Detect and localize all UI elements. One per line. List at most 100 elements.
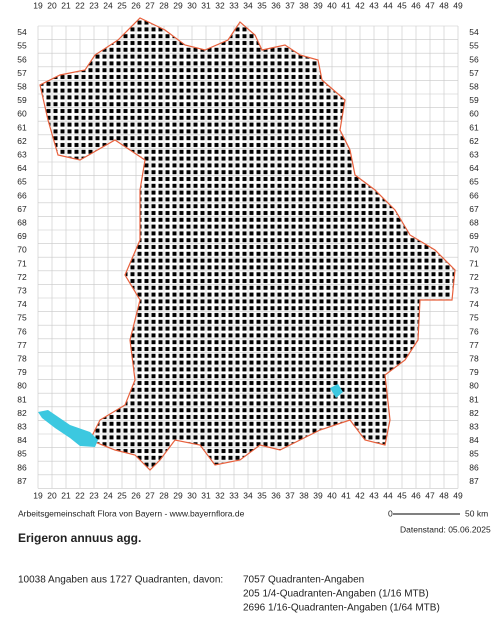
- state-border: [39, 17, 456, 471]
- row-label: 57: [17, 68, 27, 78]
- column-label: 29: [173, 0, 183, 10]
- column-label: 36: [271, 0, 281, 10]
- row-label: 79: [17, 367, 27, 377]
- row-label: 78: [17, 353, 27, 363]
- row-label: 55: [17, 41, 27, 51]
- row-label: 84: [17, 435, 27, 445]
- column-label: 35: [257, 0, 267, 10]
- row-label: 74: [17, 299, 27, 309]
- species-name: Erigeron annuus agg.: [18, 531, 141, 545]
- row-label: 86: [469, 462, 479, 472]
- row-label: 81: [469, 394, 479, 404]
- row-label: 62: [17, 136, 27, 146]
- row-label: 70: [17, 245, 27, 255]
- column-label: 48: [439, 0, 449, 10]
- column-label: 20: [47, 0, 57, 10]
- row-label: 59: [469, 95, 479, 105]
- row-label: 72: [469, 272, 479, 282]
- summary-line: 2696 1/16-Quadranten-Angaben (1/64 MTB): [243, 603, 440, 614]
- row-label: 61: [469, 122, 479, 132]
- column-label: 40: [327, 0, 337, 10]
- column-label: 32: [215, 0, 225, 10]
- row-label: 64: [17, 163, 27, 173]
- column-label: 45: [397, 0, 407, 10]
- row-label: 65: [17, 177, 27, 187]
- column-label: 44: [383, 0, 393, 10]
- row-label: 74: [469, 299, 479, 309]
- row-label: 80: [469, 381, 479, 391]
- row-label: 59: [17, 95, 27, 105]
- row-label: 82: [469, 408, 479, 418]
- column-label: 44: [383, 491, 393, 501]
- row-label: 58: [469, 81, 479, 91]
- row-label: 80: [17, 381, 27, 391]
- column-label: 43: [369, 491, 379, 501]
- summary-total: 10038 Angaben aus 1727 Quadranten, davon…: [18, 575, 223, 586]
- column-label: 42: [355, 0, 365, 10]
- column-label: 42: [355, 491, 365, 501]
- source: Arbeitsgemeinschaft Flora von Bayern - w…: [18, 508, 245, 518]
- row-label: 56: [469, 54, 479, 64]
- row-label: 73: [17, 285, 27, 295]
- column-label: 46: [411, 0, 421, 10]
- row-label: 58: [17, 81, 27, 91]
- column-label: 22: [75, 0, 85, 10]
- column-label: 20: [47, 491, 57, 501]
- column-label: 29: [173, 491, 183, 501]
- data-date: Datenstand: 05.06.2025: [400, 524, 491, 534]
- row-label: 66: [469, 190, 479, 200]
- row-label: 70: [469, 245, 479, 255]
- row-label: 60: [17, 109, 27, 119]
- row-label: 69: [469, 231, 479, 241]
- row-label: 83: [469, 421, 479, 431]
- column-label: 37: [285, 0, 295, 10]
- row-label: 76: [17, 326, 27, 336]
- row-label: 81: [17, 394, 27, 404]
- row-label: 62: [469, 136, 479, 146]
- column-label: 43: [369, 0, 379, 10]
- row-label: 67: [17, 204, 27, 214]
- row-label: 84: [469, 435, 479, 445]
- column-label: 39: [313, 0, 323, 10]
- row-label: 73: [469, 285, 479, 295]
- row-label: 83: [17, 421, 27, 431]
- column-label: 27: [145, 491, 155, 501]
- summary-line: 205 1/4-Quadranten-Angaben (1/16 MTB): [243, 589, 429, 600]
- summary-line: 7057 Quadranten-Angaben: [243, 575, 364, 586]
- column-label: 25: [117, 491, 127, 501]
- row-label: 71: [17, 258, 27, 268]
- column-label: 37: [285, 491, 295, 501]
- row-label: 76: [469, 326, 479, 336]
- row-label: 79: [469, 367, 479, 377]
- column-label: 28: [159, 0, 169, 10]
- column-label: 32: [215, 491, 225, 501]
- column-label: 34: [243, 0, 253, 10]
- row-label: 66: [17, 190, 27, 200]
- column-label: 27: [145, 0, 155, 10]
- column-label: 36: [271, 491, 281, 501]
- column-label: 23: [89, 0, 99, 10]
- column-label: 24: [103, 0, 113, 10]
- column-label: 38: [299, 491, 309, 501]
- column-label: 26: [131, 491, 141, 501]
- column-label: 47: [425, 0, 435, 10]
- column-label: 25: [117, 0, 127, 10]
- row-label: 60: [469, 109, 479, 119]
- column-label: 19: [33, 0, 43, 10]
- column-label: 47: [425, 491, 435, 501]
- column-label: 33: [229, 0, 239, 10]
- lake: [38, 410, 98, 447]
- column-label: 48: [439, 491, 449, 501]
- row-label: 82: [17, 408, 27, 418]
- column-label: 21: [61, 0, 71, 10]
- row-label: 63: [17, 149, 27, 159]
- column-label: 39: [313, 491, 323, 501]
- row-label: 87: [469, 476, 479, 486]
- column-label: 33: [229, 491, 239, 501]
- row-label: 86: [17, 462, 27, 472]
- row-label: 68: [17, 217, 27, 227]
- row-label: 77: [17, 340, 27, 350]
- row-label: 85: [469, 449, 479, 459]
- column-label: 28: [159, 491, 169, 501]
